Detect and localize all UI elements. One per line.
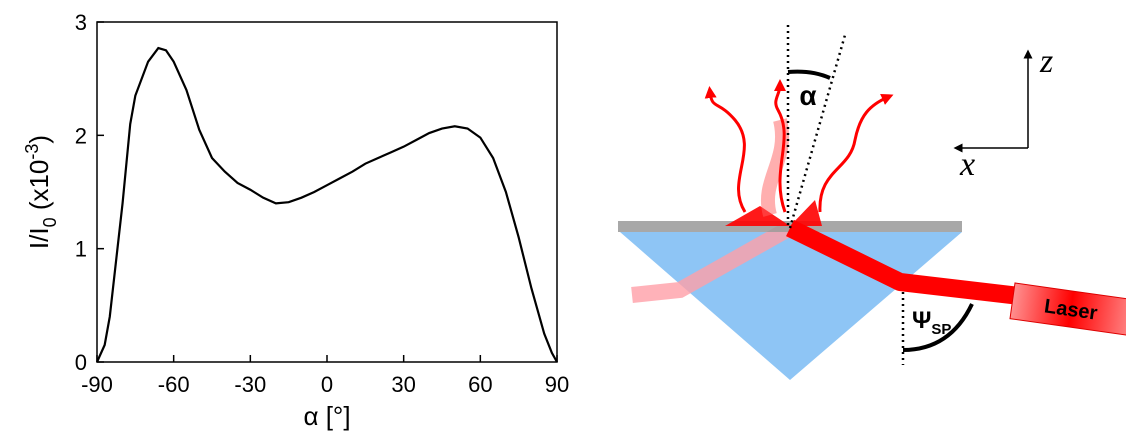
emission-glow <box>761 118 789 217</box>
data-line <box>95 46 558 363</box>
x-tick-label: 90 <box>545 372 569 397</box>
psi-label: ΨSP <box>912 307 951 338</box>
y-tick-label: 2 <box>75 123 87 148</box>
y-label-sup: -3 <box>22 144 42 160</box>
prism <box>620 232 962 380</box>
y-label-sub: 0 <box>40 217 60 227</box>
alpha-arc <box>787 69 831 80</box>
y-label-part: (x10 <box>24 160 54 218</box>
faint-beam <box>631 221 794 303</box>
wavy-arrow <box>704 86 747 213</box>
emission <box>725 200 822 226</box>
angle-line <box>788 34 847 229</box>
laser-body <box>1009 282 1126 336</box>
laser-box: Laser <box>1009 282 1126 336</box>
y-tick-label: 0 <box>75 350 87 375</box>
x-tick-label: -30 <box>234 372 266 397</box>
x-axis-label: α [°] <box>303 401 350 431</box>
x-label: x <box>959 146 975 183</box>
x-tick-label: 0 <box>321 372 333 397</box>
x-tick-label: 30 <box>391 372 415 397</box>
psi-sub: SP <box>931 321 951 338</box>
z-label: z <box>1039 43 1053 80</box>
psi-arc <box>902 303 974 352</box>
wavy-arrow <box>773 79 787 213</box>
x-tick-label: 60 <box>468 372 492 397</box>
plot-frame <box>96 21 558 363</box>
x-tick-label: -60 <box>158 372 190 397</box>
y-tick-label: 3 <box>75 10 87 35</box>
y-tick-label: 1 <box>75 237 87 262</box>
psi-symbol: Ψ <box>912 307 931 334</box>
laser-beam <box>786 219 1022 305</box>
y-axis-label: I/I0 (x10-3) <box>22 135 60 249</box>
diagram: Laser α ΨSP z x <box>618 25 1126 380</box>
alpha-label: α <box>799 80 816 111</box>
x-tick-label: -90 <box>81 372 113 397</box>
wavy-arrow <box>818 93 894 213</box>
y-label-part: I/I <box>24 227 54 249</box>
y-label-part: ) <box>24 135 54 144</box>
